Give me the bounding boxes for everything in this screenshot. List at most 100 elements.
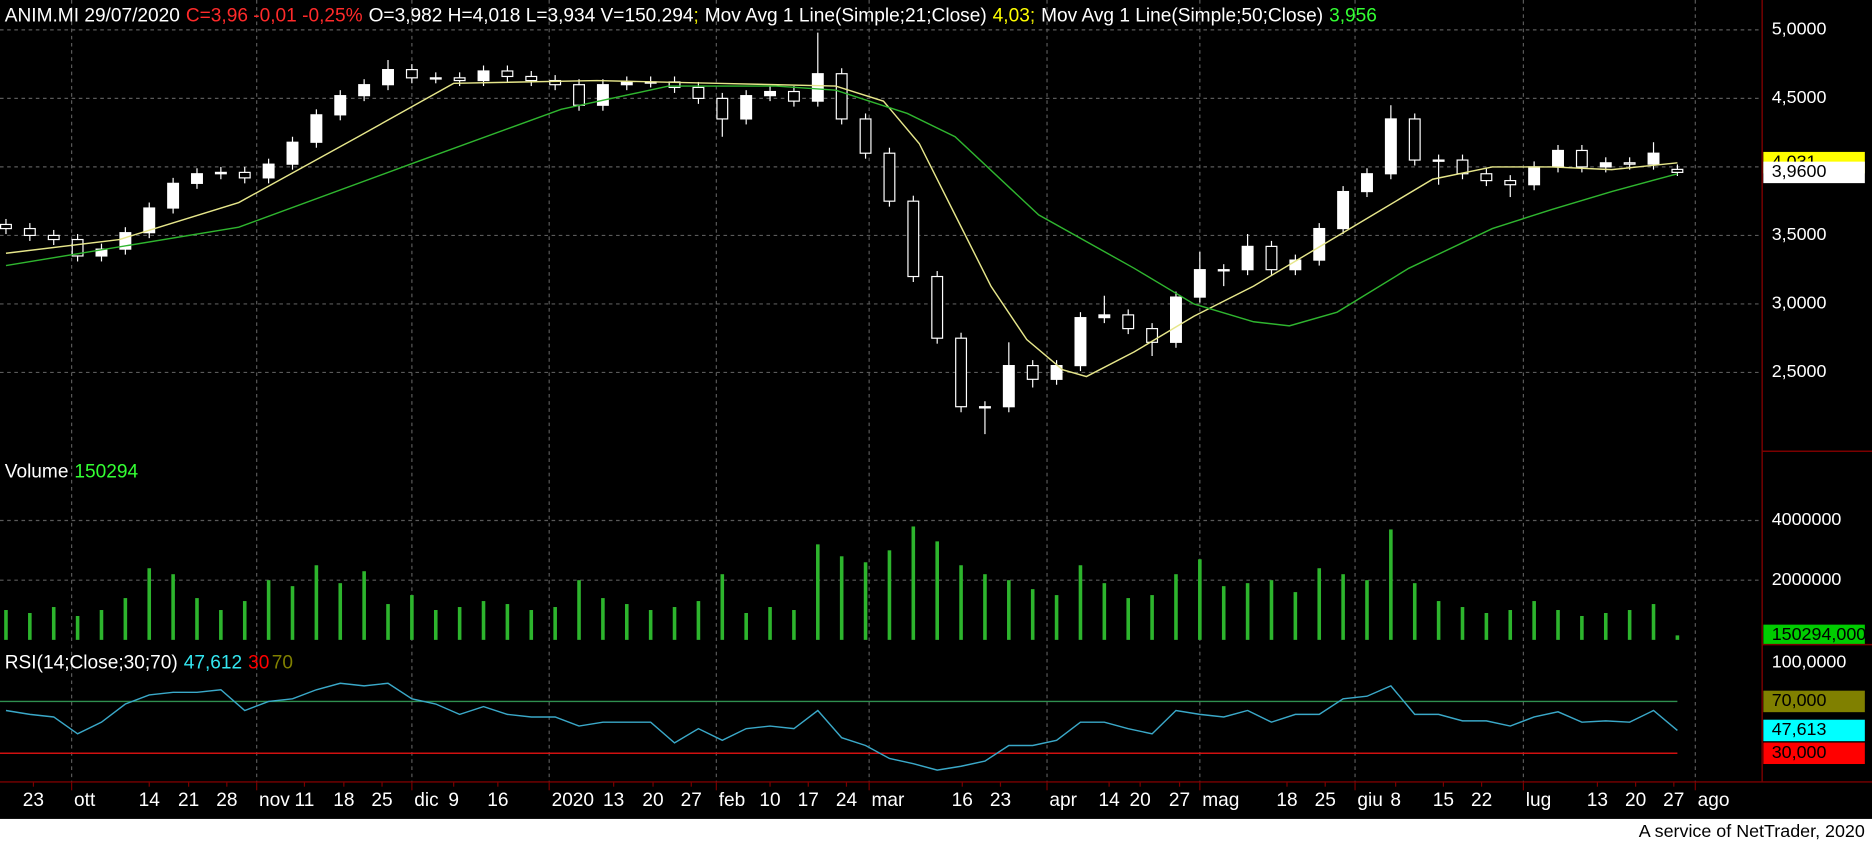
candle-body [907,200,920,278]
candle-body [429,77,442,80]
panel-title: Volume [5,462,69,483]
candle-body [1002,365,1015,408]
volume-bar [457,607,462,640]
x-tick-label: 28 [216,790,237,811]
candle-body [382,69,394,86]
candle-body [1408,118,1421,161]
x-tick-label: 21 [178,790,199,811]
header-segment: C=3,96 -0,01 -0,25% [186,6,363,27]
volume-bar [1389,529,1393,640]
header-segment: 3,956 [1329,6,1377,27]
rsi-line [5,682,1678,771]
candle-body [23,227,36,237]
level-tag [1763,690,1865,713]
volume-bar [696,601,701,640]
candle-body [453,77,466,82]
y-tick-label: 100,0000 [1772,651,1847,671]
candle-body [191,173,203,184]
x-tick-label: 16 [487,790,508,811]
x-tick-label: 24 [836,790,858,811]
candle-body [955,337,968,408]
volume-bar [1198,559,1202,640]
volume-bar [863,562,868,640]
level-tag [1763,742,1865,765]
volume-bar [1484,613,1489,640]
price-panel: 2,50003,00003,50004,00004,50005,00004,03… [0,6,1865,435]
volume-bar [816,544,820,640]
volume-bar [648,610,653,640]
volume-bar [1436,601,1441,640]
volume-bar [338,583,343,640]
x-tick-label: 25 [371,790,392,811]
rsi-value: 47,612 [184,653,242,674]
volume-bar [839,556,844,640]
volume-panel: 2000000 4000000 150294,000 Volume 150294 [0,462,1866,645]
level-tag-label: 30,000 [1772,742,1827,762]
candle-body [1552,149,1564,168]
y-tick-label: 4,5000 [1772,87,1827,107]
candle-body [859,118,872,154]
volume-bar [1269,580,1274,640]
volume-bar [720,574,725,640]
candle-body [1575,149,1588,168]
volume-bar [887,550,892,640]
candle-body [1193,269,1206,298]
x-tick-label: 23 [990,790,1011,811]
header-segment: Mov Avg 1 Line(Simple;21;Close) [705,6,987,27]
x-tick-label: 23 [23,790,44,811]
volume-bar [768,607,772,640]
candle-body [1504,180,1517,186]
candle-body [931,275,944,339]
x-tick-label: dic [414,790,439,811]
y-tick-label: 4000000 [1772,509,1842,529]
volume-bar [1221,586,1226,640]
x-tick-label: mag [1202,790,1239,811]
header-segment: ANIM.MI 29/07/2020 [5,6,180,27]
candle-body [835,73,848,120]
candle-body [787,90,800,102]
volume-bar [386,604,390,640]
candle-body [1480,173,1493,182]
volume-bar [433,610,438,640]
moving-average [5,85,1678,327]
volume-bar [219,610,223,640]
x-tick-label: 8 [1390,790,1401,811]
candle-body [811,73,824,102]
candle-body [740,95,753,120]
volume-bar [1603,613,1608,640]
background [0,0,1872,819]
volume-bar [601,598,605,640]
candle-body [0,223,12,230]
candle-body [1671,168,1684,173]
x-tick-label: 2020 [552,790,594,811]
volume-bar [1317,568,1322,640]
volume-bar [75,615,80,640]
volume-bar [266,580,271,640]
candle-body [405,69,418,79]
x-tick-label: 11 [295,790,315,811]
volume-bar [99,610,104,640]
candle-body [1122,314,1135,330]
candle-body [167,182,180,209]
volume-bar [1365,580,1369,640]
y-tick-label: 2000000 [1772,569,1842,589]
volume-bar [290,586,295,640]
rsi-level: 70 [272,653,293,674]
panel-header: Volume 150294 [5,462,139,483]
candle-body [596,84,609,106]
rsi-level: 30 [248,653,269,674]
volume-bar [1508,610,1513,640]
volume-bar [51,607,56,640]
candle-body [1265,245,1278,271]
volume-bar [362,571,366,640]
candle-body [262,163,275,179]
level-tag-label: 70,000 [1772,690,1827,710]
volume-bar [959,565,963,640]
volume-bar [553,607,557,640]
value-tag-label: 3,9600 [1772,161,1827,181]
header-segment: Mov Avg 1 Line(Simple;50;Close) [1041,6,1323,27]
x-tick-label: 27 [681,790,702,811]
volume-bar [4,610,8,640]
volume-bar [1030,589,1035,640]
